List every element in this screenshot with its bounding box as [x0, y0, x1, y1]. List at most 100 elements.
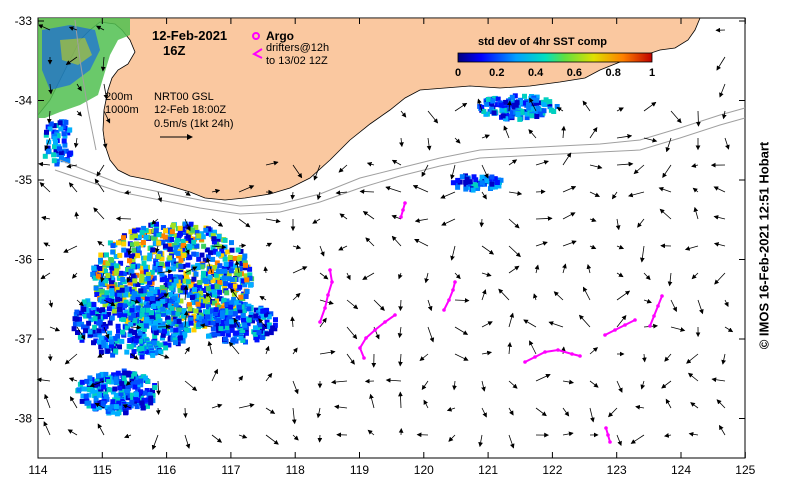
credit-label: © IMOS 16-Feb-2021 12:51 Hobart: [757, 116, 772, 376]
sst-cell: [92, 325, 97, 330]
lat-tick-label: -34: [15, 94, 33, 108]
sst-cell: [206, 286, 211, 291]
sst-cell: [208, 275, 213, 280]
sst-cell: [474, 183, 479, 188]
sst-cell: [191, 277, 196, 282]
sst-cell: [139, 312, 144, 317]
sst-cell: [121, 242, 126, 247]
lon-tick-label: 119: [350, 463, 369, 477]
drifter-point: [633, 318, 637, 322]
sst-cell: [124, 287, 129, 292]
sst-cell: [138, 288, 143, 293]
sst-cell: [109, 339, 114, 344]
sst-cell: [117, 307, 122, 312]
sst-cell: [202, 319, 207, 324]
sst-cell: [101, 401, 106, 406]
drifter-point: [523, 360, 527, 364]
sst-cell: [224, 262, 229, 267]
sst-cell: [108, 407, 113, 412]
sst-cell: [156, 314, 161, 319]
sst-cell: [175, 312, 180, 317]
sst-cell: [238, 295, 243, 300]
sst-cell: [190, 228, 195, 233]
sst-cell: [150, 247, 155, 252]
sst-cell: [205, 314, 210, 319]
sst-cell: [68, 151, 73, 156]
drifter-point: [451, 288, 455, 292]
sst-cell: [44, 130, 49, 135]
drifter-point: [570, 352, 574, 356]
sst-cell: [116, 324, 121, 329]
sst-cell: [490, 98, 495, 103]
drifter-point: [383, 320, 387, 324]
sst-cell: [160, 285, 165, 290]
sst-cell: [211, 321, 216, 326]
sst-cell: [103, 314, 108, 319]
sst-cell: [162, 329, 167, 334]
sst-cell: [495, 180, 500, 185]
drifter-point: [556, 348, 560, 352]
sst-cell: [222, 269, 227, 274]
sst-cell: [124, 253, 129, 258]
sst-cell: [154, 222, 159, 227]
colorbar-tick-label: 0: [455, 67, 461, 79]
sst-cell: [138, 331, 143, 336]
sst-cell: [233, 311, 238, 316]
sst-cell: [167, 255, 172, 260]
sst-cell: [110, 399, 115, 404]
sst-cell: [120, 330, 125, 335]
drifter-point: [323, 306, 327, 310]
sst-cell: [237, 285, 242, 290]
sst-cell: [101, 340, 106, 345]
sst-cell: [220, 310, 225, 315]
sst-cell: [112, 309, 117, 314]
sst-cell: [237, 257, 242, 262]
sst-cell: [131, 248, 136, 253]
sst-cell: [233, 284, 238, 289]
sst-cell: [167, 247, 172, 252]
sst-cell: [72, 326, 77, 331]
sst-cell: [214, 307, 219, 312]
sst-cell: [132, 291, 137, 296]
sst-cell: [526, 102, 531, 107]
lon-tick-label: 118: [286, 463, 305, 477]
sst-cell: [140, 230, 145, 235]
sst-cell: [59, 155, 64, 160]
sst-cell: [163, 345, 168, 350]
sst-cell: [517, 117, 522, 122]
sst-cell: [229, 240, 234, 245]
sst-cell: [224, 321, 229, 326]
sst-cell: [84, 394, 89, 399]
lon-tick-label: 123: [607, 463, 627, 477]
drifter-point: [453, 280, 457, 284]
sst-cell: [144, 235, 149, 240]
sst-cell: [91, 266, 96, 271]
sst-cell: [217, 263, 222, 268]
sst-cell: [160, 307, 165, 312]
sst-cell: [129, 254, 134, 259]
drifter-point: [442, 308, 446, 312]
sst-cell: [260, 335, 265, 340]
sst-cell: [201, 244, 206, 249]
sst-cell: [100, 289, 105, 294]
sst-cell: [489, 175, 494, 180]
sst-cell: [84, 379, 89, 384]
sst-cell: [77, 387, 82, 392]
sst-cell: [247, 318, 252, 323]
sst-cell: [120, 288, 125, 293]
sst-cell: [229, 262, 234, 267]
current-arrow: [698, 111, 699, 126]
sst-cell: [114, 404, 119, 409]
sst-cell: [188, 307, 193, 312]
sst-cell: [73, 316, 78, 321]
colorbar-tick-label: 0.4: [528, 67, 544, 79]
sst-cell: [51, 152, 56, 157]
sst-cell: [211, 332, 216, 337]
sst-cell: [190, 295, 195, 300]
sst-cell: [178, 264, 183, 269]
sst-cell: [67, 127, 72, 132]
sst-cell: [212, 290, 217, 295]
sst-cell: [101, 385, 106, 390]
drifter-point: [328, 268, 332, 272]
sst-cell: [163, 228, 168, 233]
